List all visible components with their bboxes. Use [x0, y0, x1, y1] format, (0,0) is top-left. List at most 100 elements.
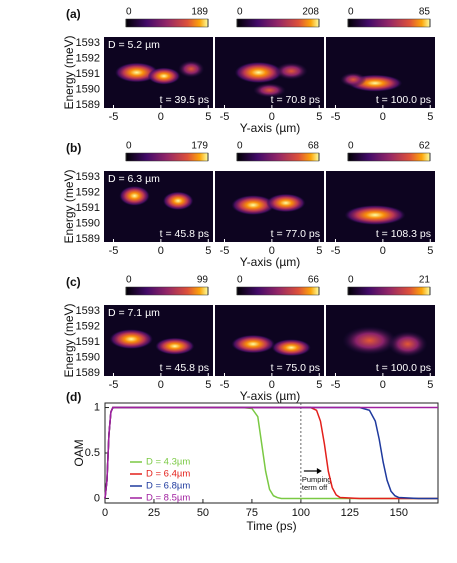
x-tick-label: -5: [220, 379, 230, 391]
heatmap-blob: [388, 331, 428, 357]
line-series: [104, 406, 438, 499]
y-axis-label: Energy (meV): [62, 169, 76, 243]
x-tick-label: 0: [269, 111, 275, 123]
x-tick-label: 25: [148, 507, 160, 519]
annotation-text: term off: [302, 483, 328, 492]
time-label: t = 70.8 ps: [271, 94, 320, 106]
time-label: t = 100.0 ps: [376, 362, 431, 374]
y-tick-label: 1590: [76, 351, 100, 363]
panel-label: (c): [66, 275, 81, 289]
x-tick-label: -5: [220, 245, 230, 257]
y-tick-label: 1591: [76, 68, 100, 80]
time-label: t = 108.3 ps: [376, 228, 431, 240]
heatmap-blob: [271, 339, 311, 357]
colorbar-tick-label: 0: [237, 141, 243, 152]
y-tick-label: 1592: [76, 187, 100, 199]
heatmap-blob: [119, 185, 150, 206]
colorbar-tick-label: 0: [126, 7, 132, 18]
y-tick-label: 1589: [76, 367, 100, 379]
x-tick-label: -5: [109, 245, 119, 257]
x-tick-label: 0: [158, 111, 164, 123]
x-tick-label: 5: [316, 111, 322, 123]
x-tick-label: 5: [427, 245, 433, 257]
colorbar-tick-label: 208: [302, 7, 319, 18]
colorbar: [347, 286, 431, 296]
x-tick-label: 0: [380, 245, 386, 257]
y-tick-label: 0.5: [85, 447, 100, 459]
colorbar-tick-label: 62: [419, 141, 431, 152]
colorbar: [236, 152, 320, 162]
heatmap-blob: [342, 326, 397, 355]
x-tick-label: 5: [205, 245, 211, 257]
x-tick-label: 0: [380, 379, 386, 391]
x-axis-label: Y-axis (µm): [240, 255, 300, 269]
x-tick-label: 5: [316, 379, 322, 391]
time-label: t = 39.5 ps: [160, 94, 209, 106]
colorbar-tick-label: 66: [308, 275, 320, 286]
y-axis-label: Energy (meV): [62, 35, 76, 109]
y-tick-label: 1592: [76, 53, 100, 65]
heatmap-blob: [266, 193, 306, 213]
heatmap-blob: [340, 72, 367, 87]
x-tick-label: -5: [331, 245, 341, 257]
colorbar: [125, 18, 209, 28]
heatmap-blob: [109, 329, 154, 350]
colorbar-tick-label: 0: [348, 141, 354, 152]
x-tick-label: 5: [427, 111, 433, 123]
x-tick-label: 0: [380, 111, 386, 123]
time-label: t = 100.0 ps: [376, 94, 431, 106]
heatmap-blob: [178, 60, 205, 78]
y-tick-label: 1593: [76, 37, 100, 49]
y-axis-label: Energy (meV): [62, 303, 76, 377]
colorbar: [125, 152, 209, 162]
colorbar: [236, 286, 320, 296]
time-label: t = 45.8 ps: [160, 362, 209, 374]
time-label: t = 75.0 ps: [271, 362, 320, 374]
colorbar: [347, 18, 431, 28]
colorbar: [125, 286, 209, 296]
x-axis-label: Time (ps): [246, 519, 296, 533]
heatmap-blob: [344, 205, 406, 225]
x-axis-label: Y-axis (µm): [240, 389, 300, 403]
heatmap-blob: [234, 61, 283, 84]
y-tick-label: 0: [94, 492, 100, 504]
panel-label: (d): [66, 390, 81, 404]
x-tick-label: 0: [269, 245, 275, 257]
x-tick-label: -5: [331, 111, 341, 123]
y-tick-label: 1589: [76, 99, 100, 111]
time-label: t = 45.8 ps: [160, 228, 209, 240]
x-tick-label: -5: [220, 111, 230, 123]
x-tick-label: 5: [427, 379, 433, 391]
y-tick-label: 1592: [76, 321, 100, 333]
x-tick-label: 5: [316, 245, 322, 257]
x-tick-label: 0: [102, 507, 108, 519]
colorbar-tick-label: 68: [308, 141, 320, 152]
x-tick-label: 0: [158, 245, 164, 257]
heatmap-background: [104, 171, 213, 242]
y-axis-label: OAM: [72, 439, 86, 466]
heatmap-background: [326, 37, 435, 108]
colorbar-tick-label: 189: [191, 7, 208, 18]
y-tick-label: 1593: [76, 171, 100, 183]
y-tick-label: 1593: [76, 305, 100, 317]
legend-label: D = 6.4µm: [146, 469, 190, 480]
x-tick-label: 125: [341, 507, 359, 519]
heatmap-blob: [253, 83, 286, 98]
size-label: D = 7.1 µm: [108, 307, 160, 319]
legend-label: D = 8.5µm: [146, 493, 190, 504]
annotation-text: Pumping: [302, 475, 332, 484]
x-tick-label: 50: [197, 507, 209, 519]
size-label: D = 5.2 µm: [108, 39, 160, 51]
colorbar: [236, 18, 320, 28]
colorbar: [347, 152, 431, 162]
legend-label: D = 4.3µm: [146, 457, 190, 468]
x-tick-label: 5: [205, 111, 211, 123]
y-tick-label: 1591: [76, 336, 100, 348]
heatmap-blob: [231, 195, 275, 216]
time-label: t = 77.0 ps: [271, 228, 320, 240]
y-tick-label: 1589: [76, 233, 100, 245]
colorbar-tick-label: 179: [191, 141, 208, 152]
x-tick-label: 100: [292, 507, 310, 519]
colorbar-tick-label: 85: [419, 7, 431, 18]
